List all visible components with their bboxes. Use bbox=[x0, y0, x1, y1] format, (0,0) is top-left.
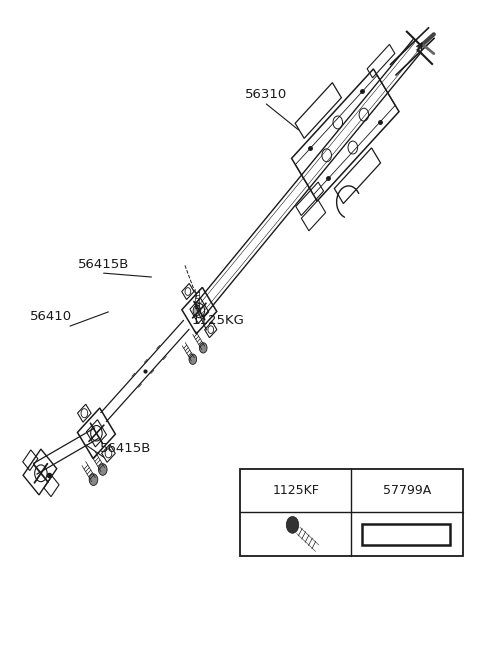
Circle shape bbox=[193, 305, 201, 316]
Text: 56310: 56310 bbox=[245, 88, 288, 101]
Circle shape bbox=[89, 474, 98, 485]
Circle shape bbox=[199, 343, 207, 353]
Text: 57799A: 57799A bbox=[383, 484, 431, 497]
Circle shape bbox=[98, 464, 107, 476]
Bar bbox=[240, 469, 463, 556]
Text: 56410: 56410 bbox=[30, 311, 72, 324]
Circle shape bbox=[286, 516, 299, 533]
Text: 56415B: 56415B bbox=[100, 441, 152, 455]
Text: 1125KF: 1125KF bbox=[272, 484, 319, 497]
Bar bbox=[362, 523, 450, 545]
Circle shape bbox=[189, 354, 197, 364]
Text: 56415B: 56415B bbox=[78, 258, 129, 270]
Text: 1125KG: 1125KG bbox=[192, 314, 245, 327]
